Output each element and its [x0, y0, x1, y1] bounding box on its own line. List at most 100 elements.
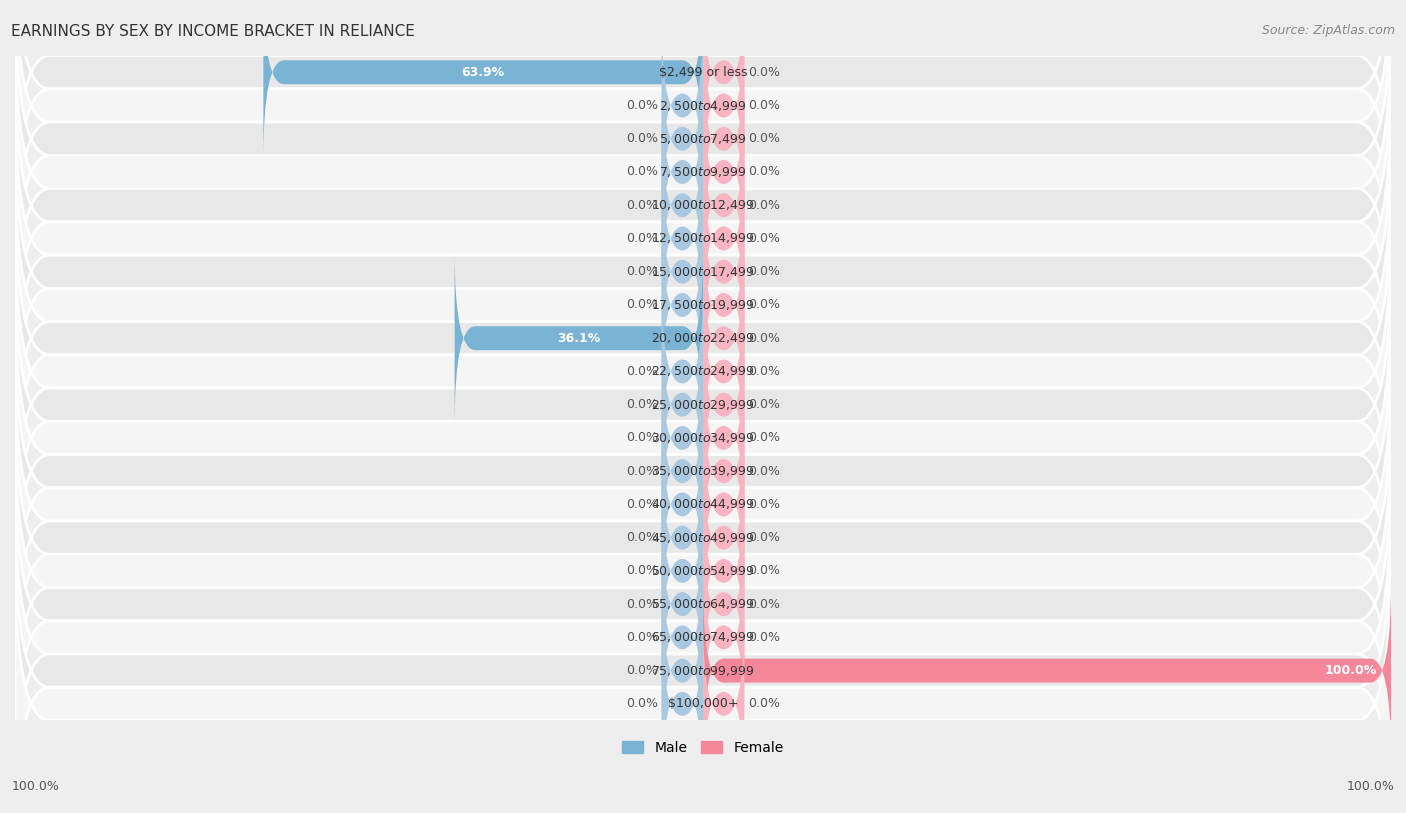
Text: $75,000 to $99,999: $75,000 to $99,999: [651, 663, 755, 677]
FancyBboxPatch shape: [662, 18, 703, 193]
FancyBboxPatch shape: [703, 250, 744, 426]
FancyBboxPatch shape: [662, 550, 703, 725]
Text: 0.0%: 0.0%: [748, 232, 780, 245]
FancyBboxPatch shape: [703, 18, 744, 193]
Text: 0.0%: 0.0%: [748, 432, 780, 445]
Text: 0.0%: 0.0%: [748, 564, 780, 577]
Text: 0.0%: 0.0%: [626, 99, 658, 112]
Text: $15,000 to $17,499: $15,000 to $17,499: [651, 265, 755, 279]
Text: $40,000 to $44,999: $40,000 to $44,999: [651, 498, 755, 511]
FancyBboxPatch shape: [15, 0, 1391, 222]
Text: 0.0%: 0.0%: [626, 166, 658, 179]
FancyBboxPatch shape: [15, 454, 1391, 754]
Text: 0.0%: 0.0%: [748, 465, 780, 478]
Text: $2,500 to $4,999: $2,500 to $4,999: [659, 98, 747, 112]
Text: $12,500 to $14,999: $12,500 to $14,999: [651, 232, 755, 246]
FancyBboxPatch shape: [703, 550, 744, 725]
FancyBboxPatch shape: [263, 0, 703, 160]
Text: 0.0%: 0.0%: [748, 365, 780, 378]
Text: $35,000 to $39,999: $35,000 to $39,999: [651, 464, 755, 478]
Text: 63.9%: 63.9%: [461, 66, 505, 79]
Text: $5,000 to $7,499: $5,000 to $7,499: [659, 132, 747, 146]
FancyBboxPatch shape: [662, 184, 703, 359]
FancyBboxPatch shape: [15, 388, 1391, 687]
Text: 0.0%: 0.0%: [626, 564, 658, 577]
FancyBboxPatch shape: [703, 284, 744, 459]
FancyBboxPatch shape: [15, 255, 1391, 554]
FancyBboxPatch shape: [703, 616, 744, 792]
FancyBboxPatch shape: [703, 85, 744, 259]
FancyBboxPatch shape: [15, 222, 1391, 521]
Text: 0.0%: 0.0%: [748, 133, 780, 146]
FancyBboxPatch shape: [703, 0, 744, 160]
Text: $25,000 to $29,999: $25,000 to $29,999: [651, 398, 755, 411]
Text: $30,000 to $34,999: $30,000 to $34,999: [651, 431, 755, 445]
FancyBboxPatch shape: [662, 416, 703, 592]
Text: 100.0%: 100.0%: [11, 780, 59, 793]
Text: 0.0%: 0.0%: [748, 332, 780, 345]
FancyBboxPatch shape: [15, 289, 1391, 588]
FancyBboxPatch shape: [662, 350, 703, 526]
Text: $17,500 to $19,999: $17,500 to $19,999: [651, 298, 755, 312]
Text: 0.0%: 0.0%: [748, 631, 780, 644]
Text: 0.0%: 0.0%: [626, 531, 658, 544]
Text: $10,000 to $12,499: $10,000 to $12,499: [651, 198, 755, 212]
Text: 100.0%: 100.0%: [1324, 664, 1378, 677]
Text: $65,000 to $74,999: $65,000 to $74,999: [651, 630, 755, 645]
FancyBboxPatch shape: [15, 189, 1391, 488]
Text: 0.0%: 0.0%: [626, 298, 658, 311]
Text: $45,000 to $49,999: $45,000 to $49,999: [651, 531, 755, 545]
Text: 0.0%: 0.0%: [748, 398, 780, 411]
Text: $55,000 to $64,999: $55,000 to $64,999: [651, 597, 755, 611]
Text: 0.0%: 0.0%: [626, 598, 658, 611]
Text: $2,499 or less: $2,499 or less: [659, 66, 747, 79]
Text: 0.0%: 0.0%: [626, 133, 658, 146]
Text: 0.0%: 0.0%: [748, 166, 780, 179]
FancyBboxPatch shape: [662, 118, 703, 293]
FancyBboxPatch shape: [15, 0, 1391, 255]
FancyBboxPatch shape: [15, 55, 1391, 354]
FancyBboxPatch shape: [15, 354, 1391, 654]
FancyBboxPatch shape: [662, 450, 703, 625]
FancyBboxPatch shape: [703, 384, 744, 559]
Text: 0.0%: 0.0%: [626, 365, 658, 378]
FancyBboxPatch shape: [703, 350, 744, 526]
FancyBboxPatch shape: [15, 155, 1391, 454]
Text: 0.0%: 0.0%: [626, 498, 658, 511]
FancyBboxPatch shape: [703, 150, 744, 326]
Text: 0.0%: 0.0%: [626, 664, 658, 677]
FancyBboxPatch shape: [703, 118, 744, 293]
FancyBboxPatch shape: [15, 89, 1391, 388]
FancyBboxPatch shape: [15, 521, 1391, 813]
Text: 0.0%: 0.0%: [626, 265, 658, 278]
Text: Source: ZipAtlas.com: Source: ZipAtlas.com: [1261, 24, 1395, 37]
FancyBboxPatch shape: [15, 23, 1391, 322]
Text: 0.0%: 0.0%: [626, 465, 658, 478]
FancyBboxPatch shape: [15, 322, 1391, 621]
FancyBboxPatch shape: [662, 51, 703, 227]
Text: 0.0%: 0.0%: [626, 432, 658, 445]
FancyBboxPatch shape: [662, 483, 703, 659]
FancyBboxPatch shape: [662, 516, 703, 692]
FancyBboxPatch shape: [662, 384, 703, 559]
Text: $50,000 to $54,999: $50,000 to $54,999: [651, 564, 755, 578]
Text: 0.0%: 0.0%: [748, 66, 780, 79]
FancyBboxPatch shape: [703, 416, 744, 592]
Text: 0.0%: 0.0%: [748, 99, 780, 112]
Text: 0.0%: 0.0%: [626, 698, 658, 711]
FancyBboxPatch shape: [703, 317, 744, 493]
Text: 0.0%: 0.0%: [626, 631, 658, 644]
Text: 0.0%: 0.0%: [626, 398, 658, 411]
Text: $20,000 to $22,499: $20,000 to $22,499: [651, 331, 755, 346]
FancyBboxPatch shape: [662, 217, 703, 393]
FancyBboxPatch shape: [15, 488, 1391, 787]
FancyBboxPatch shape: [662, 150, 703, 326]
FancyBboxPatch shape: [662, 284, 703, 459]
FancyBboxPatch shape: [454, 250, 703, 426]
FancyBboxPatch shape: [15, 421, 1391, 720]
Text: 0.0%: 0.0%: [748, 298, 780, 311]
FancyBboxPatch shape: [703, 516, 744, 692]
FancyBboxPatch shape: [15, 122, 1391, 421]
FancyBboxPatch shape: [703, 483, 744, 659]
Text: 0.0%: 0.0%: [626, 198, 658, 211]
